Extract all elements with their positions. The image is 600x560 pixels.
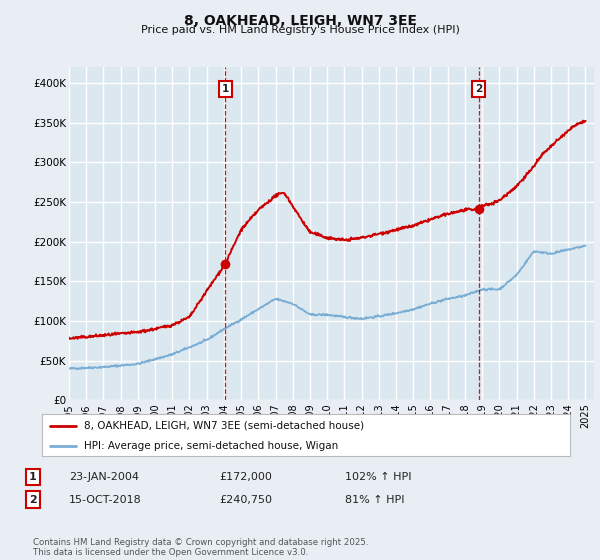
Text: 15-OCT-2018: 15-OCT-2018: [69, 494, 142, 505]
Text: 2: 2: [475, 84, 482, 94]
Text: 23-JAN-2004: 23-JAN-2004: [69, 472, 139, 482]
Text: 1: 1: [29, 472, 37, 482]
Text: 8, OAKHEAD, LEIGH, WN7 3EE (semi-detached house): 8, OAKHEAD, LEIGH, WN7 3EE (semi-detache…: [84, 421, 364, 431]
Text: £172,000: £172,000: [219, 472, 272, 482]
Text: 2: 2: [29, 494, 37, 505]
Text: 8, OAKHEAD, LEIGH, WN7 3EE: 8, OAKHEAD, LEIGH, WN7 3EE: [184, 14, 416, 28]
Text: 81% ↑ HPI: 81% ↑ HPI: [345, 494, 404, 505]
Text: Price paid vs. HM Land Registry's House Price Index (HPI): Price paid vs. HM Land Registry's House …: [140, 25, 460, 35]
Text: HPI: Average price, semi-detached house, Wigan: HPI: Average price, semi-detached house,…: [84, 441, 338, 451]
Text: 1: 1: [221, 84, 229, 94]
Text: £240,750: £240,750: [219, 494, 272, 505]
Text: Contains HM Land Registry data © Crown copyright and database right 2025.
This d: Contains HM Land Registry data © Crown c…: [33, 538, 368, 557]
Text: 102% ↑ HPI: 102% ↑ HPI: [345, 472, 412, 482]
